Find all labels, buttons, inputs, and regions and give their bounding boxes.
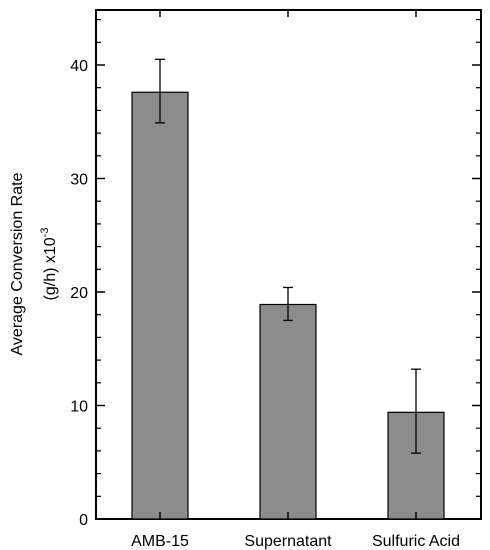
x-tick-label: Supernatant [244,533,332,550]
y-axis-unit: (g/h) x10 [42,237,59,300]
x-tick-label: Sulfuric Acid [372,533,460,550]
y-axis-exponent: -3 [39,228,51,238]
y-tick-label: 30 [70,172,88,189]
x-tick-labels-layer: AMB-15 Supernatant Sulfuric Acid [131,533,460,550]
y-ticks-layer: 0 10 20 30 40 [70,10,481,529]
bar-amb-15 [131,91,189,520]
error-bar [411,368,421,454]
error-bar [283,286,293,322]
error-bar [155,58,165,124]
bar-supernatant [259,303,317,520]
error-bars-layer [155,58,421,454]
y-tick-label: 0 [79,512,88,529]
y-axis-title-line2: (g/h) x10-3 [39,228,59,301]
x-tick-label: AMB-15 [131,533,189,550]
y-tick-label: 40 [70,58,88,75]
y-axis-title-line1: Average Conversion Rate [9,172,26,355]
y-tick-label: 20 [70,285,88,302]
y-tick-label: 10 [70,399,88,416]
